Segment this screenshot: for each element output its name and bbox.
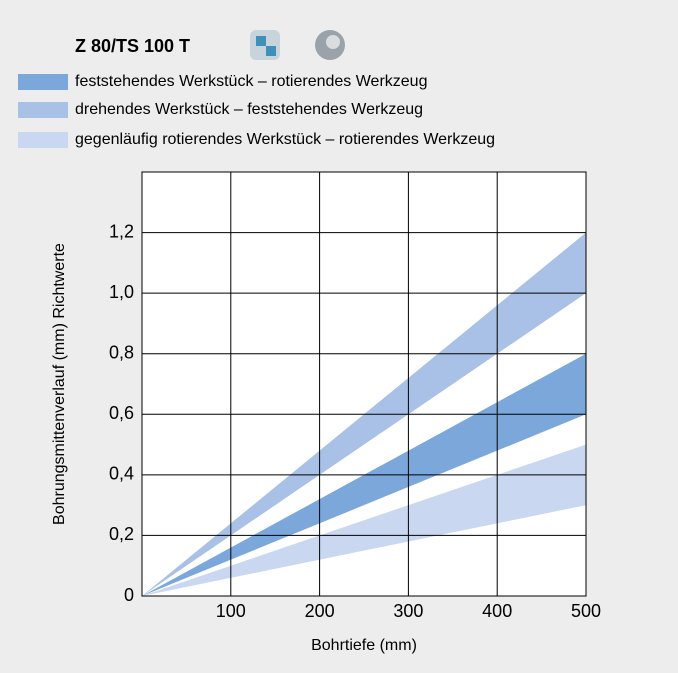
x-tick-label: 300 [393, 601, 423, 621]
chart-title: Z 80/TS 100 T [75, 36, 190, 56]
y-tick-label: 0,2 [109, 524, 134, 544]
y-tick-label: 0,6 [109, 403, 134, 423]
x-tick-label: 500 [571, 601, 601, 621]
tool-icons [250, 30, 345, 60]
y-tick-label: 1,0 [109, 282, 134, 302]
legend-label: feststehendes Werkstück – rotierendes We… [75, 73, 427, 90]
y-tick-label: 1,2 [109, 221, 134, 241]
legend-swatch [18, 132, 68, 148]
x-tick-label: 200 [305, 601, 335, 621]
x-tick-label: 400 [482, 601, 512, 621]
legend-swatch [18, 74, 68, 90]
x-tick-label: 100 [216, 601, 246, 621]
y-tick-label: 0,8 [109, 342, 134, 362]
legend-label: drehendes Werkstück – feststehendes Werk… [75, 101, 423, 118]
legend-swatch [18, 102, 68, 118]
y-tick-label: 0 [124, 585, 134, 605]
plot-frame [141, 171, 587, 597]
y-axis-label: Bohrungsmittenverlauf (mm) Richtwerte [51, 243, 68, 525]
x-axis-label: Bohrtiefe (mm) [311, 637, 417, 654]
legend-label: gegenläufig rotierendes Werkstück – roti… [75, 131, 495, 148]
y-tick-label: 0,4 [109, 464, 134, 484]
band [142, 444, 586, 596]
